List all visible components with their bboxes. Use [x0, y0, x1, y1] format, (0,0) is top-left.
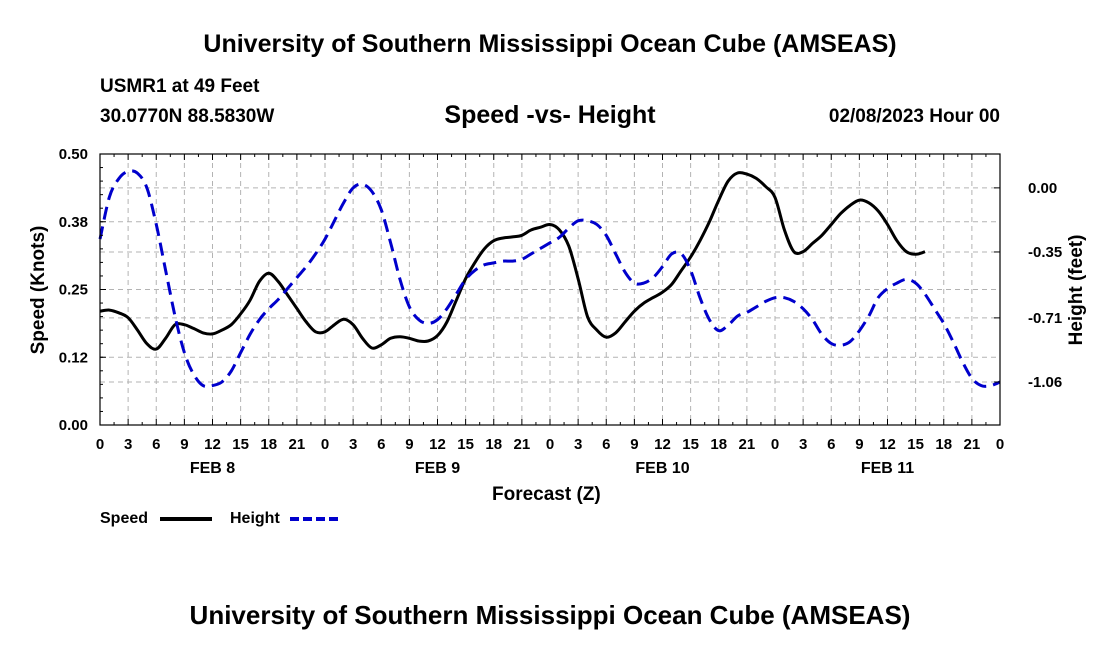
x-tick-label: 9 [180, 436, 188, 453]
footer-title: University of Southern Mississippi Ocean… [189, 600, 911, 630]
x-tick-label: 0 [546, 436, 554, 453]
x-tick-label: 21 [514, 436, 531, 453]
axes: 0 3 6 9 12 15 18 21 0 3 6 9 12 15 18 21 0 3 6 9 12 15 18 21 0 3 6 9… [59, 146, 1062, 477]
speed-height-chart: 0 3 6 9 12 15 18 21 0 3 6 9 12 15 18 21 0 3 6 9 12 15 18 21 0 3 6 9… [28, 146, 1087, 505]
grid [100, 154, 1000, 425]
forecast-date-label: 02/08/2023 Hour 00 [828, 106, 1000, 127]
right-y-tick-label: -1.06 [1028, 374, 1062, 391]
x-tick-label: 12 [654, 436, 671, 453]
left-y-tick-label: 0.38 [59, 214, 88, 231]
x-tick-label: 18 [935, 436, 952, 453]
x-tick-label: 3 [574, 436, 582, 453]
left-y-tick-label: 0.12 [59, 349, 88, 366]
coordinates-label: 30.0770N 88.5830W [100, 106, 275, 127]
right-axis-label: Height (feet) [1066, 235, 1087, 346]
station-label: USMR1 at 49 Feet [100, 76, 260, 97]
x-tick-label: 21 [289, 436, 306, 453]
x-tick-label: 15 [682, 436, 699, 453]
x-tick-label: 15 [907, 436, 924, 453]
x-day-label: FEB 8 [190, 460, 235, 477]
right-y-tick-label: 0.00 [1028, 180, 1057, 197]
x-tick-label: 12 [879, 436, 896, 453]
x-tick-label: 3 [349, 436, 357, 453]
x-tick-label: 3 [799, 436, 807, 453]
right-y-tick-label: -0.35 [1028, 244, 1062, 261]
x-tick-label: 6 [152, 436, 160, 453]
x-tick-label: 3 [124, 436, 132, 453]
x-tick-label: 12 [429, 436, 446, 453]
height-series-line [98, 169, 1001, 389]
x-tick-label: 18 [260, 436, 277, 453]
x-tick-label: 6 [602, 436, 610, 453]
legend-height-swatch [290, 517, 342, 521]
x-tick-label: 15 [232, 436, 249, 453]
right-y-tick-label: -0.71 [1028, 310, 1062, 327]
x-tick-label: 18 [710, 436, 727, 453]
x-tick-label: 6 [377, 436, 385, 453]
chart-title-main: University of Southern Mississippi Ocean… [203, 30, 897, 58]
speed-series-line [99, 171, 926, 351]
left-y-tick-label: 0.25 [59, 282, 88, 299]
x-tick-label: 18 [485, 436, 502, 453]
x-tick-label: 0 [771, 436, 779, 453]
x-day-label: FEB 9 [415, 460, 460, 477]
series-layer [98, 169, 1001, 389]
x-tick-label: 0 [321, 436, 329, 453]
x-tick-label: 6 [827, 436, 835, 453]
legend-height-label: Height [230, 510, 280, 527]
legend-speed-swatch [160, 517, 212, 521]
x-tick-label: 12 [204, 436, 221, 453]
x-tick-label: 0 [96, 436, 104, 453]
x-tick-label: 9 [405, 436, 413, 453]
chart-subtitle: Speed -vs- Height [444, 101, 656, 129]
x-day-label: FEB 11 [861, 460, 914, 477]
legend-speed-label: Speed [100, 510, 149, 527]
x-tick-label: 21 [739, 436, 756, 453]
x-day-label: FEB 10 [635, 460, 689, 477]
x-axis-label: Forecast (Z) [492, 484, 601, 505]
left-axis-label: Speed (Knots) [28, 226, 49, 355]
x-tick-label: 9 [630, 436, 638, 453]
x-tick-label: 0 [996, 436, 1004, 453]
left-y-tick-label: 0.50 [59, 146, 88, 163]
x-tick-label: 21 [964, 436, 981, 453]
x-tick-label: 15 [457, 436, 474, 453]
x-tick-label: 9 [855, 436, 863, 453]
left-y-tick-label: 0.00 [59, 417, 88, 434]
